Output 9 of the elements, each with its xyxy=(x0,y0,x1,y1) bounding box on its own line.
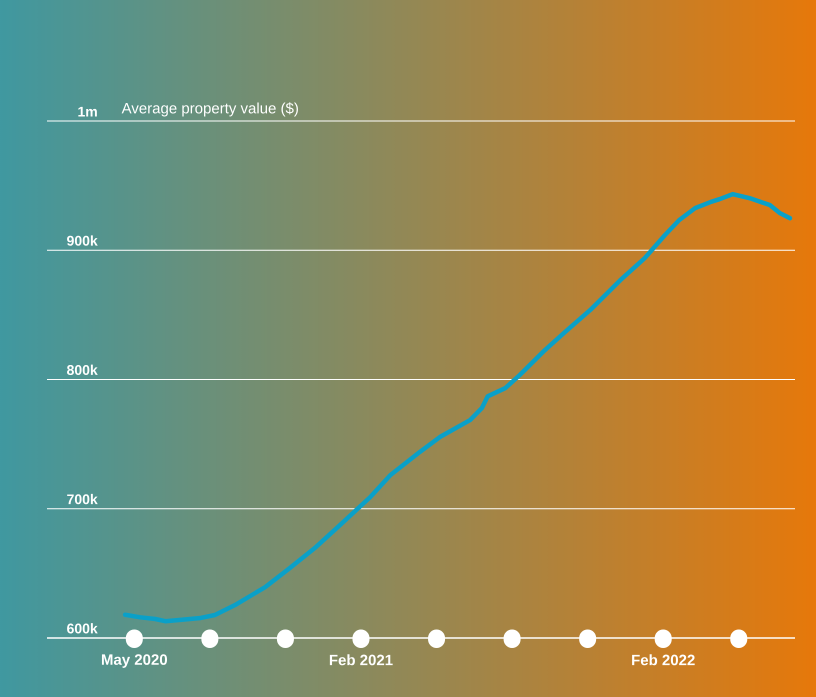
y-tick-label: 700k xyxy=(67,494,98,504)
y-axis-title: Average property value ($) xyxy=(122,102,298,116)
x-tick-label: Feb 2022 xyxy=(632,654,695,666)
y-tick-label: 600k xyxy=(67,623,98,634)
y-tick-label: 1m xyxy=(78,106,97,116)
y-tick-label: 800k xyxy=(67,364,98,375)
x-tick-label: Feb 2021 xyxy=(330,654,393,666)
y-tick-label: 900k xyxy=(67,235,98,246)
x-tick-label: May 2020 xyxy=(102,654,168,668)
